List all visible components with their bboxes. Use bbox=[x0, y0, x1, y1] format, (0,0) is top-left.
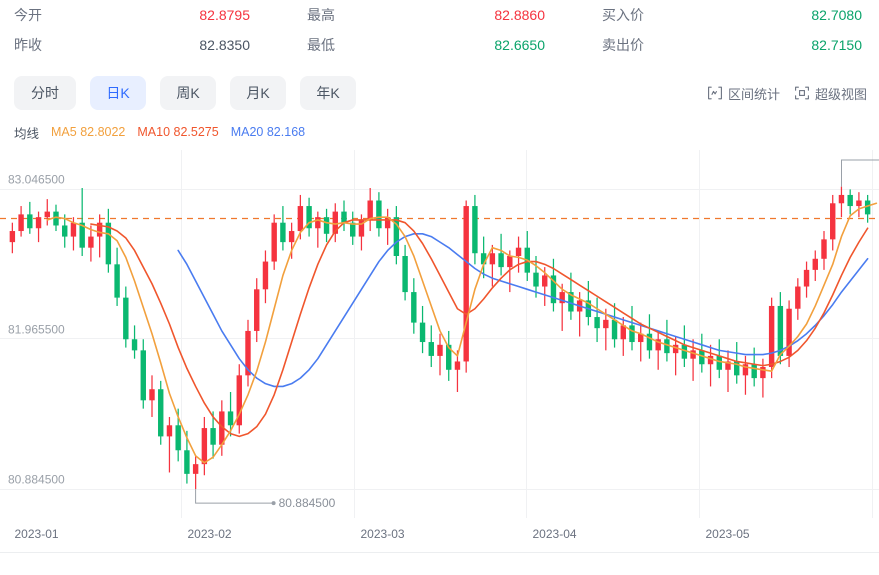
high-annotation: 83.046500 bbox=[841, 159, 879, 187]
quote-row-1: 今开 82.8795 最高 82.8860 买入价 82.7080 bbox=[0, 4, 879, 36]
quote-label-prevclose: 昨收 bbox=[14, 37, 42, 53]
tab-daily-k[interactable]: 日K bbox=[90, 76, 146, 110]
x-axis-tick: 2023-01 bbox=[15, 527, 59, 541]
quote-label-low: 最低 bbox=[307, 37, 335, 53]
ma5-name: MA5 bbox=[51, 125, 77, 139]
ma5-value: 82.8022 bbox=[80, 125, 126, 139]
ma20-value: 82.168 bbox=[266, 125, 306, 139]
tab-daily-k-label: 日K bbox=[106, 85, 130, 101]
tab-monthly-k[interactable]: 月K bbox=[230, 76, 286, 110]
period-tabbar: 分时 日K 周K 月K 年K 区间统计 bbox=[0, 76, 879, 118]
ma10-legend-item[interactable]: MA10 82.5275 bbox=[137, 125, 218, 139]
tab-yearly-k[interactable]: 年K bbox=[300, 76, 356, 110]
x-axis-tick: 2023-03 bbox=[361, 527, 405, 541]
range-stats-button[interactable]: 区间统计 bbox=[707, 84, 780, 103]
quote-row-2: 昨收 82.8350 最低 82.6650 卖出价 82.7150 bbox=[0, 34, 879, 66]
x-axis-tick: 2023-02 bbox=[188, 527, 232, 541]
ma10-name: MA10 bbox=[137, 125, 171, 139]
quote-label-ask: 卖出价 bbox=[602, 37, 644, 53]
x-axis-tick: 2023-04 bbox=[533, 527, 577, 541]
tab-weekly-k[interactable]: 周K bbox=[160, 76, 216, 110]
quote-label-open: 今开 bbox=[14, 7, 42, 23]
super-view-icon bbox=[794, 86, 810, 100]
chart-tools: 区间统计 超级视图 bbox=[707, 76, 867, 110]
tab-minute-label: 分时 bbox=[31, 85, 59, 101]
super-view-button[interactable]: 超级视图 bbox=[794, 84, 867, 103]
candlestick-chart[interactable]: 83.046500 81.965500 80.884500 2023-01 2023-0… bbox=[0, 150, 879, 553]
x-axis-tick: 2023-05 bbox=[706, 527, 750, 541]
y-axis-tick: 80.884500 bbox=[8, 473, 65, 487]
y-axis-tick: 81.965500 bbox=[8, 323, 65, 337]
tab-yearly-k-label: 年K bbox=[316, 85, 340, 101]
quote-label-high: 最高 bbox=[307, 7, 335, 23]
quote-header: 今开 82.8795 最高 82.8860 买入价 82.7080 昨收 82.… bbox=[0, 0, 879, 64]
quote-value-prevclose: 82.8350 bbox=[199, 37, 250, 53]
ma20-name: MA20 bbox=[230, 125, 264, 139]
range-stats-icon bbox=[707, 86, 723, 100]
tab-weekly-k-label: 周K bbox=[176, 85, 200, 101]
tab-monthly-k-label: 月K bbox=[246, 85, 270, 101]
super-view-label: 超级视图 bbox=[814, 86, 867, 102]
ma5-legend-item[interactable]: MA5 82.8022 bbox=[51, 125, 125, 139]
tab-minute[interactable]: 分时 bbox=[14, 76, 76, 110]
y-axis-tick: 83.046500 bbox=[8, 173, 65, 187]
quote-value-open: 82.8795 bbox=[199, 7, 250, 23]
ma-legend-title: 均线 bbox=[14, 126, 40, 141]
range-stats-label: 区间统计 bbox=[727, 86, 780, 102]
ma-legend: 均线 MA5 82.8022 MA10 82.5275 MA20 82.168 bbox=[14, 123, 305, 141]
chart-canvas[interactable]: 83.046500 81.965500 80.884500 2023-01 2023-0… bbox=[0, 150, 879, 553]
quote-value-high: 82.8860 bbox=[494, 7, 545, 23]
quote-value-low: 82.6650 bbox=[494, 37, 545, 53]
quote-value-ask: 82.7150 bbox=[811, 37, 862, 53]
low-annotation: 80.884500 bbox=[195, 489, 336, 510]
ma20-legend-item[interactable]: MA20 82.168 bbox=[231, 125, 305, 139]
low-annotation-label: 80.884500 bbox=[279, 496, 336, 510]
quote-value-bid: 82.7080 bbox=[811, 7, 862, 23]
ma10-value: 82.5275 bbox=[173, 125, 219, 139]
quote-label-bid: 买入价 bbox=[602, 7, 644, 23]
